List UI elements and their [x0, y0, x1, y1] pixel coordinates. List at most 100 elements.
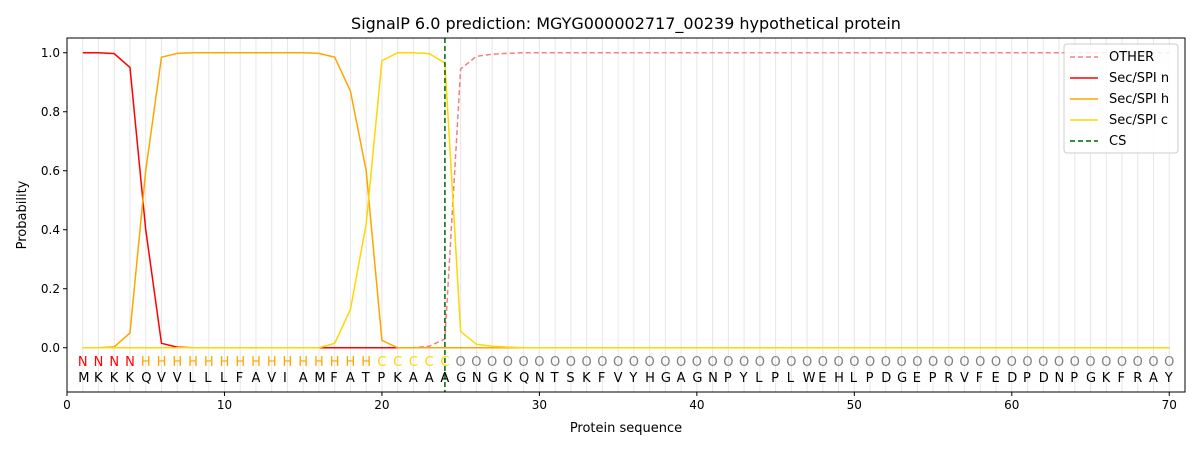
region-label: O — [928, 355, 938, 370]
region-label: O — [1054, 355, 1064, 370]
x-tick-label: 70 — [1162, 398, 1177, 412]
region-label: O — [1038, 355, 1048, 370]
chart-title: SignalP 6.0 prediction: MGYG000002717_00… — [351, 14, 901, 34]
region-label: H — [346, 355, 356, 370]
region-label: O — [912, 355, 922, 370]
region-label: O — [991, 355, 1001, 370]
plot-frame — [66, 37, 1186, 393]
region-label: C — [393, 355, 402, 370]
region-label: H — [251, 355, 261, 370]
region-label: O — [1148, 355, 1158, 370]
region-label: O — [550, 355, 560, 370]
region-label: H — [235, 355, 245, 370]
legend-label: OTHER — [1109, 50, 1154, 65]
y-tick-label: 0.4 — [41, 223, 60, 237]
y-tick-label: 0.8 — [41, 105, 60, 119]
region-label: H — [141, 355, 151, 370]
legend-label: Sec/SPI h — [1109, 92, 1169, 107]
region-label: O — [1022, 355, 1032, 370]
region-label: O — [1133, 355, 1143, 370]
y-tick-label: 0.6 — [41, 164, 60, 178]
region-label: O — [975, 355, 985, 370]
x-tick-label: 40 — [689, 398, 704, 412]
region-label: O — [676, 355, 686, 370]
region-label: O — [1070, 355, 1080, 370]
series-line-sec-spi-n — [82, 52, 1170, 349]
region-label: C — [377, 355, 386, 370]
y-tick-label: 0.2 — [41, 282, 60, 296]
region-label: O — [487, 355, 497, 370]
region-label: O — [1085, 355, 1095, 370]
y-axis-label: Probability — [15, 180, 30, 249]
region-label: H — [267, 355, 277, 370]
x-tick-label: 0 — [63, 398, 71, 412]
series-line-other — [82, 52, 1170, 349]
x-tick-label: 60 — [1004, 398, 1019, 412]
region-label: O — [770, 355, 780, 370]
region-label: H — [220, 355, 230, 370]
region-label: O — [896, 355, 906, 370]
region-label: O — [739, 355, 749, 370]
region-label: H — [361, 355, 371, 370]
region-label: O — [1117, 355, 1127, 370]
region-label: O — [944, 355, 954, 370]
region-label: O — [597, 355, 607, 370]
x-tick-label: 30 — [532, 398, 547, 412]
region-label: O — [865, 355, 875, 370]
x-tick-label: 20 — [374, 398, 389, 412]
legend-label: CS — [1109, 134, 1126, 149]
region-label: O — [959, 355, 969, 370]
region-label: O — [566, 355, 576, 370]
legend-label: Sec/SPI n — [1109, 71, 1169, 86]
x-tick-label: 50 — [847, 398, 862, 412]
region-label: O — [755, 355, 765, 370]
region-label: O — [723, 355, 733, 370]
region-label: O — [692, 355, 702, 370]
region-label: H — [298, 355, 308, 370]
region-label: O — [471, 355, 481, 370]
region-label: O — [534, 355, 544, 370]
region-label: H — [330, 355, 340, 370]
y-tick-label: 1.0 — [41, 46, 60, 60]
region-label: C — [409, 355, 418, 370]
region-label: C — [440, 355, 449, 370]
region-label: O — [818, 355, 828, 370]
region-label: O — [503, 355, 513, 370]
region-label: O — [1007, 355, 1017, 370]
region-label: C — [425, 355, 434, 370]
residue-sequence: MKKKQVVLLLFAVIAMFATPKAAAGNGKQNTSKFVYHGAG… — [78, 371, 1173, 386]
region-label: O — [833, 355, 843, 370]
region-label: O — [881, 355, 891, 370]
region-label: O — [645, 355, 655, 370]
region-label: O — [613, 355, 623, 370]
region-label: O — [1164, 355, 1174, 370]
region-label: O — [629, 355, 639, 370]
series-line-sec-spi-h — [82, 52, 1170, 349]
region-label: H — [172, 355, 182, 370]
region-label: O — [1101, 355, 1111, 370]
legend-box — [1063, 43, 1179, 154]
region-label: N — [109, 355, 119, 370]
region-label: N — [78, 355, 88, 370]
region-label: O — [456, 355, 466, 370]
region-label: H — [283, 355, 293, 370]
region-label: O — [707, 355, 717, 370]
x-axis-label: Protein sequence — [570, 421, 682, 436]
legend-label: Sec/SPI c — [1109, 113, 1168, 128]
region-label: H — [157, 355, 167, 370]
region-label: O — [849, 355, 859, 370]
series-line-sec-spi-c — [82, 52, 1170, 349]
region-label: O — [519, 355, 529, 370]
y-tick-label: 0.0 — [41, 341, 60, 355]
region-label: O — [786, 355, 796, 370]
region-label: O — [660, 355, 670, 370]
region-label: H — [188, 355, 198, 370]
region-label: O — [802, 355, 812, 370]
region-label: N — [125, 355, 135, 370]
region-label: H — [204, 355, 214, 370]
region-label: O — [582, 355, 592, 370]
region-label: N — [94, 355, 104, 370]
x-tick-label: 10 — [217, 398, 232, 412]
